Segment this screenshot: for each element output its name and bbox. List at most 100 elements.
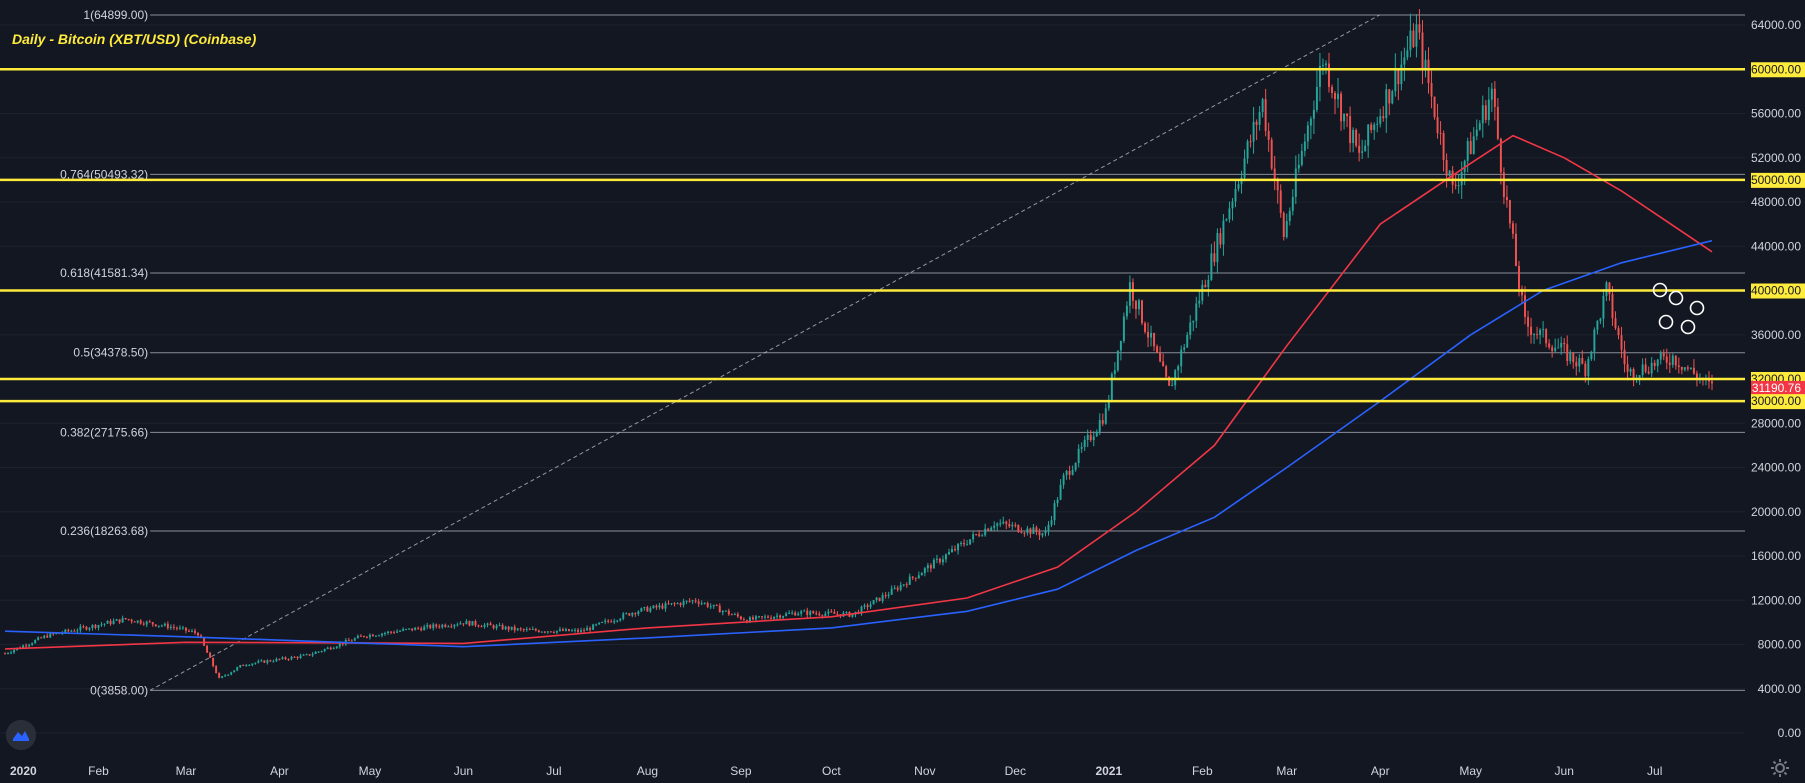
candle-body: [1002, 521, 1005, 524]
candle: [169, 624, 172, 630]
time-tick-label: Aug: [637, 764, 658, 778]
candle: [908, 573, 911, 586]
candle-body: [978, 534, 981, 536]
candle-body: [1291, 196, 1294, 211]
candle-body: [1590, 351, 1593, 359]
candle: [1469, 132, 1472, 155]
candle-body: [22, 645, 25, 649]
candle-body: [1514, 233, 1517, 266]
candle-body: [999, 523, 1002, 525]
candle-body: [82, 626, 85, 628]
candle-body: [954, 549, 956, 551]
candle: [371, 633, 374, 637]
candle-body: [444, 624, 447, 627]
candle: [673, 602, 676, 607]
candle: [290, 655, 293, 661]
candle: [1566, 335, 1569, 366]
candle: [468, 620, 471, 627]
candle-body: [191, 630, 193, 632]
candle-body: [70, 630, 73, 632]
candle: [773, 616, 776, 620]
candle: [130, 618, 133, 624]
candle-body: [103, 623, 106, 625]
candle-body: [863, 605, 866, 607]
candle: [1337, 77, 1340, 108]
candle-body: [670, 603, 673, 605]
candle: [224, 674, 227, 677]
candle: [302, 653, 305, 656]
candle: [1189, 315, 1192, 340]
candle: [1144, 321, 1146, 334]
candle: [1309, 116, 1312, 140]
candle: [1593, 327, 1596, 361]
candle-body: [374, 635, 377, 637]
candle: [396, 629, 399, 634]
candle: [1352, 127, 1355, 153]
candle: [1379, 108, 1382, 128]
candle: [498, 622, 501, 627]
fib-retracement: 1(64899.00) 0.764(50493.32) 0.618(41581.34…: [60, 8, 1745, 697]
candle: [996, 522, 999, 531]
candle: [866, 603, 869, 611]
tradingview-logo-button[interactable]: [6, 720, 36, 750]
candle: [914, 577, 917, 582]
candle-body: [4, 653, 6, 655]
candle-body: [236, 667, 239, 671]
candle-body: [1626, 364, 1629, 372]
candle: [118, 619, 121, 624]
candle-body: [1213, 253, 1216, 263]
candle-body: [1077, 448, 1080, 464]
time-axis[interactable]: 2020 Feb Mar Apr May Jun Jul Aug Sep Oct Nov Dec 202…: [0, 757, 1748, 781]
candle-body: [450, 626, 453, 628]
candle-body: [181, 627, 184, 629]
candle-body: [1415, 24, 1418, 47]
candle-body: [1092, 436, 1095, 441]
candle-body: [1189, 322, 1192, 335]
price-axis[interactable]: 64000.00 60000.00 56000.00 52000.00 50000.00…: [1745, 0, 1805, 781]
candle: [604, 618, 607, 625]
candle-body: [1095, 431, 1098, 437]
candle: [1502, 167, 1505, 205]
candle: [1499, 137, 1502, 185]
candle: [1599, 317, 1602, 325]
candle-body: [1288, 210, 1291, 222]
candle: [718, 603, 721, 613]
candle-body: [785, 613, 788, 617]
candle: [1237, 179, 1240, 192]
candle: [1150, 325, 1153, 347]
candle-body: [836, 613, 839, 615]
candle: [1536, 326, 1539, 340]
fib-level-label: 0(3858.00): [90, 683, 148, 697]
candle-body: [91, 624, 94, 629]
candle-body: [1364, 145, 1367, 152]
candle-body: [1162, 361, 1165, 367]
candle-body: [453, 624, 456, 627]
candle: [281, 656, 284, 660]
candle: [353, 637, 356, 642]
candle: [649, 606, 652, 613]
candle-body: [1683, 367, 1686, 370]
candle: [218, 672, 221, 679]
candle-body: [40, 637, 43, 639]
candle-body: [43, 635, 46, 638]
candle-body: [1101, 420, 1104, 424]
candle: [1273, 155, 1276, 191]
candle: [625, 612, 628, 615]
candle: [830, 609, 833, 613]
candle: [175, 626, 178, 631]
candle-body: [1065, 470, 1068, 476]
candle: [875, 596, 878, 603]
candle-body: [368, 634, 371, 638]
candle: [589, 626, 592, 633]
price-tick-label: 52000.00: [1751, 151, 1801, 165]
candle-body: [1297, 164, 1300, 169]
candle-body: [160, 625, 163, 627]
settings-gear-icon[interactable]: [1770, 758, 1790, 778]
candle: [987, 527, 990, 532]
candle: [1668, 353, 1671, 373]
candle-body: [1379, 116, 1382, 124]
candle: [887, 591, 890, 599]
candle-body: [1641, 364, 1644, 376]
candle-body: [338, 643, 341, 647]
